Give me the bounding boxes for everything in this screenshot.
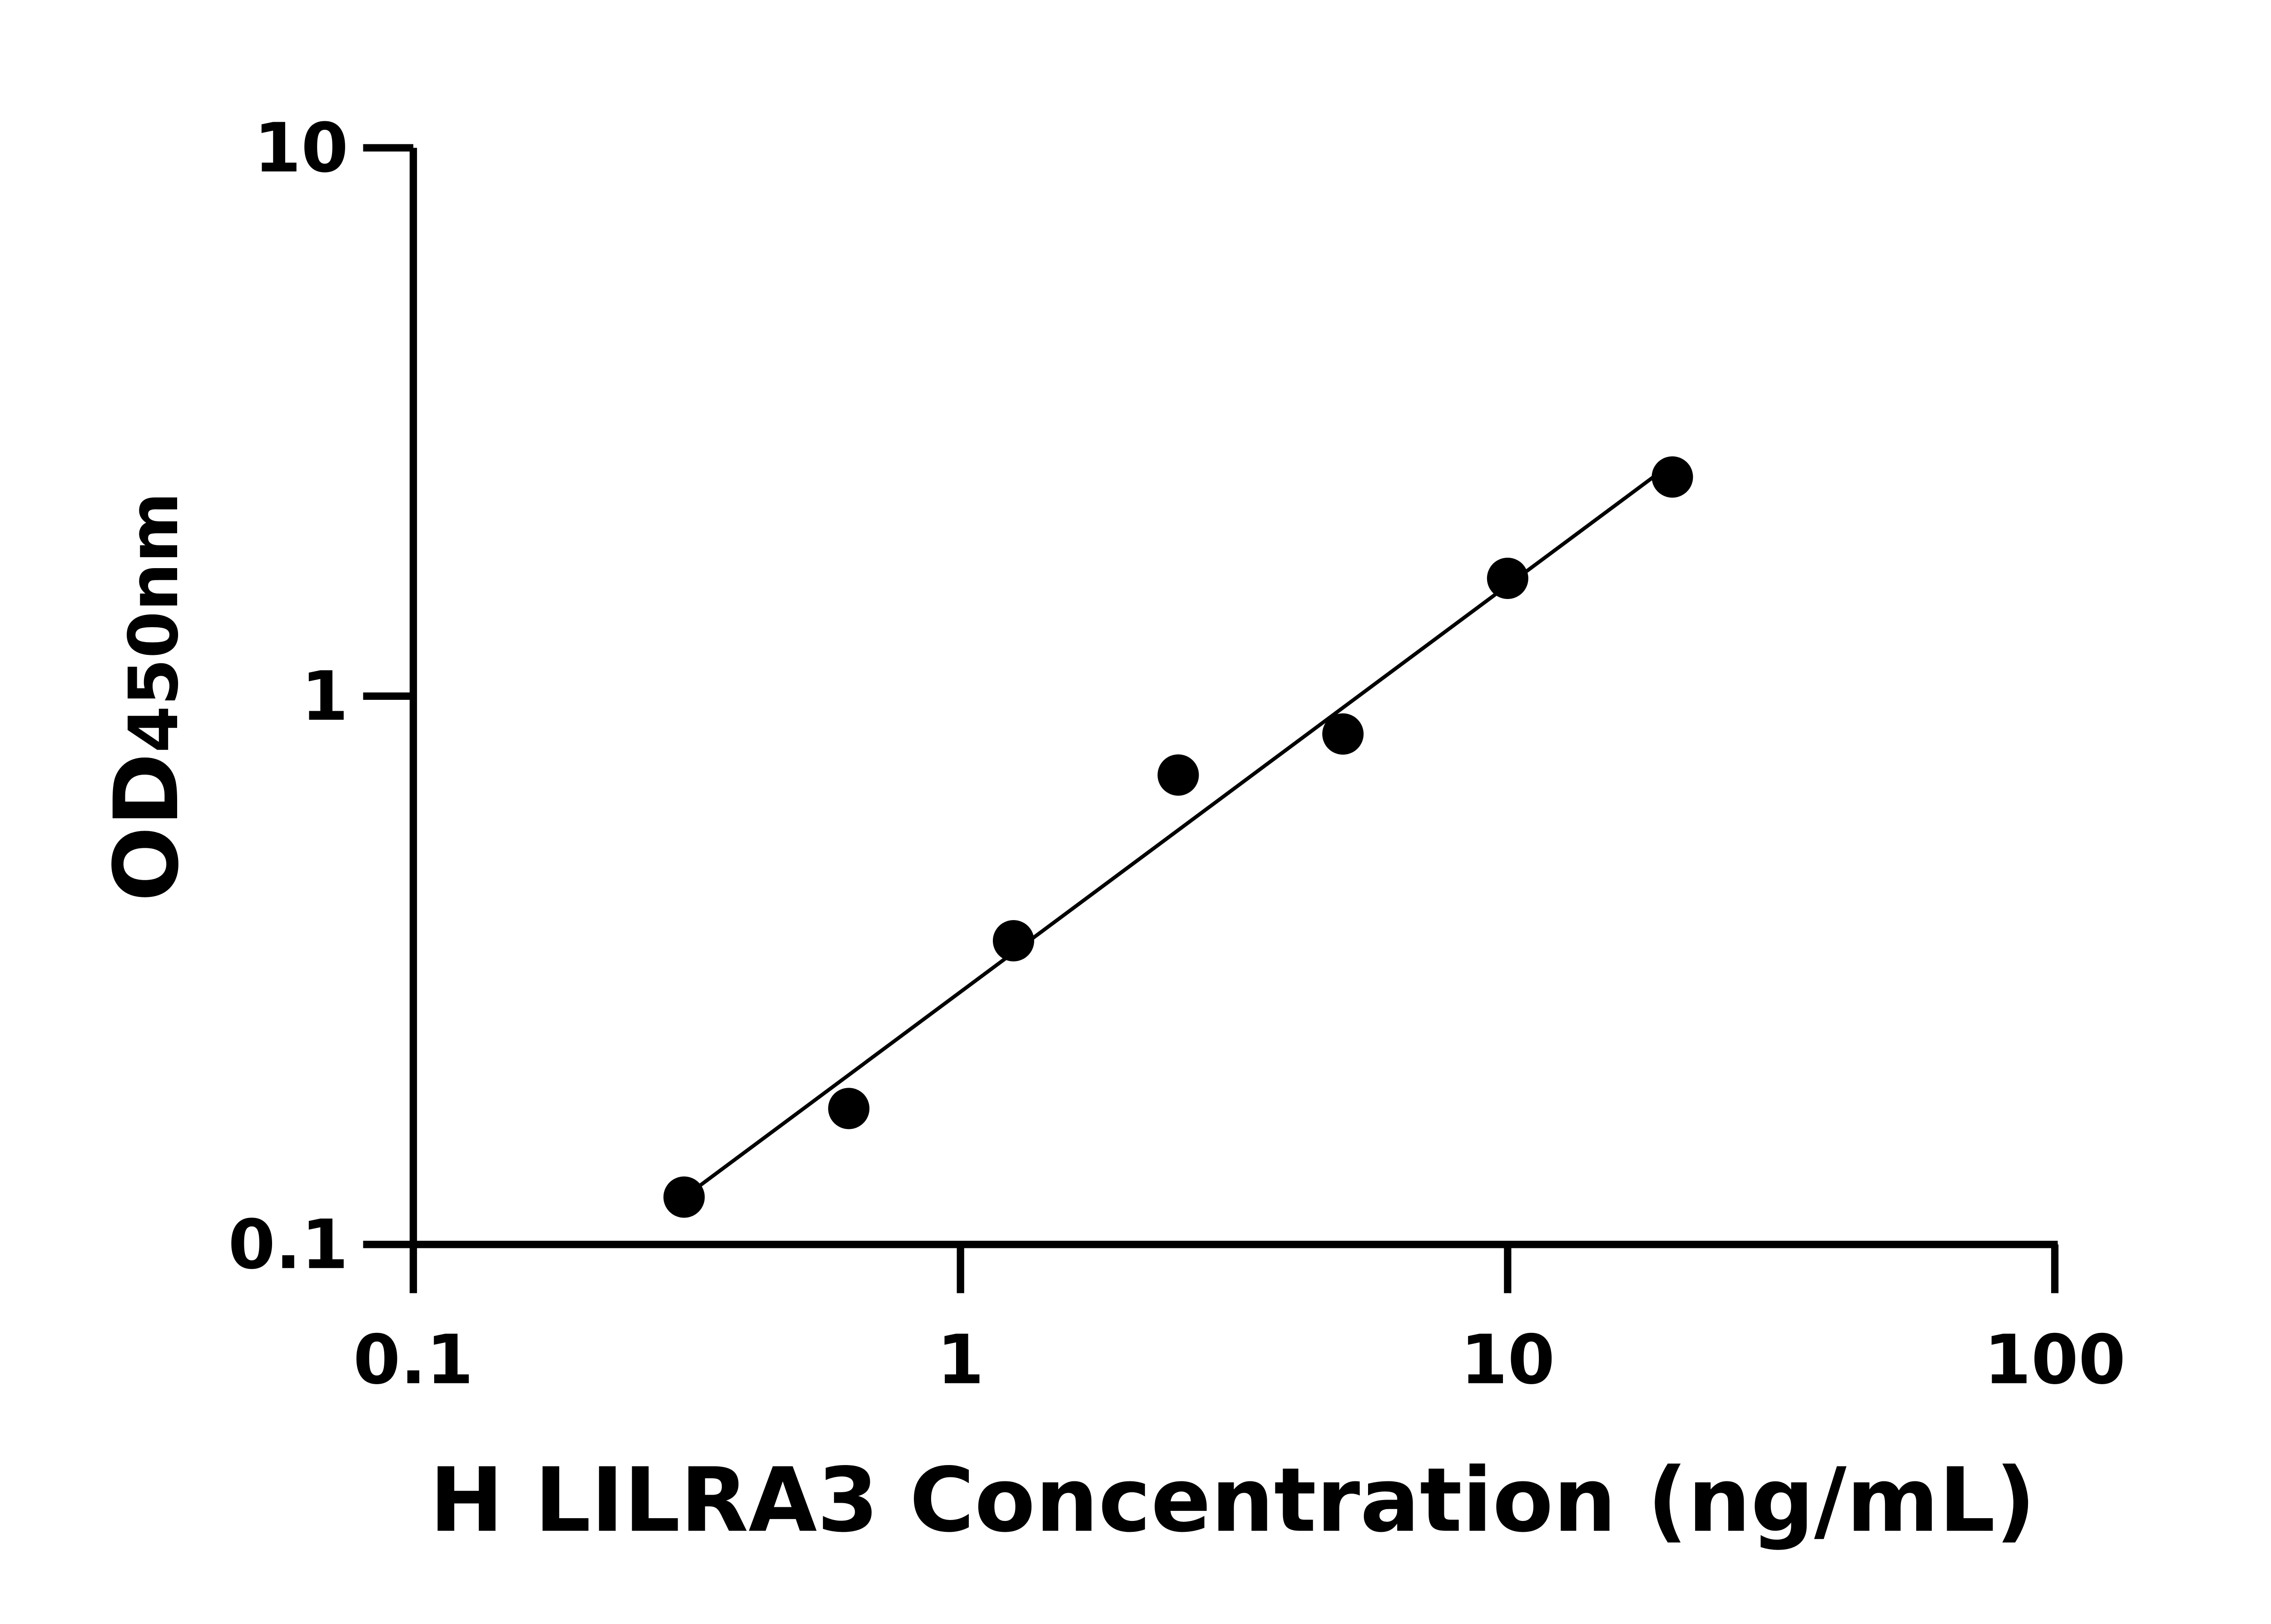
data-points bbox=[663, 456, 1693, 1218]
data-point bbox=[1487, 557, 1528, 599]
y-axis-label-main: OD bbox=[95, 753, 198, 902]
x-tick-label: 0.1 bbox=[353, 1321, 474, 1400]
data-point bbox=[992, 920, 1034, 962]
y-tick-label: 10 bbox=[254, 109, 348, 188]
x-axis-label: H LILRA3 Concentration (ng/mL) bbox=[430, 1449, 2036, 1552]
axes bbox=[409, 148, 2058, 1248]
y-axis-label-subscript: 450nm bbox=[114, 492, 193, 753]
y-ticks: 0.1 1 10 bbox=[228, 109, 413, 1284]
data-point bbox=[1322, 713, 1364, 755]
data-point bbox=[663, 1176, 705, 1218]
y-tick-label: 1 bbox=[301, 657, 348, 736]
y-axis-label: OD450nm bbox=[95, 492, 198, 902]
x-ticks: 0.1 1 10 100 bbox=[353, 1244, 2126, 1400]
x-tick-label: 100 bbox=[1984, 1321, 2126, 1400]
y-tick-label: 0.1 bbox=[228, 1205, 348, 1284]
x-tick-label: 1 bbox=[937, 1321, 984, 1400]
x-tick-label: 10 bbox=[1460, 1321, 1555, 1400]
data-point bbox=[828, 1088, 870, 1129]
data-point bbox=[1651, 456, 1693, 498]
data-point bbox=[1157, 754, 1199, 796]
